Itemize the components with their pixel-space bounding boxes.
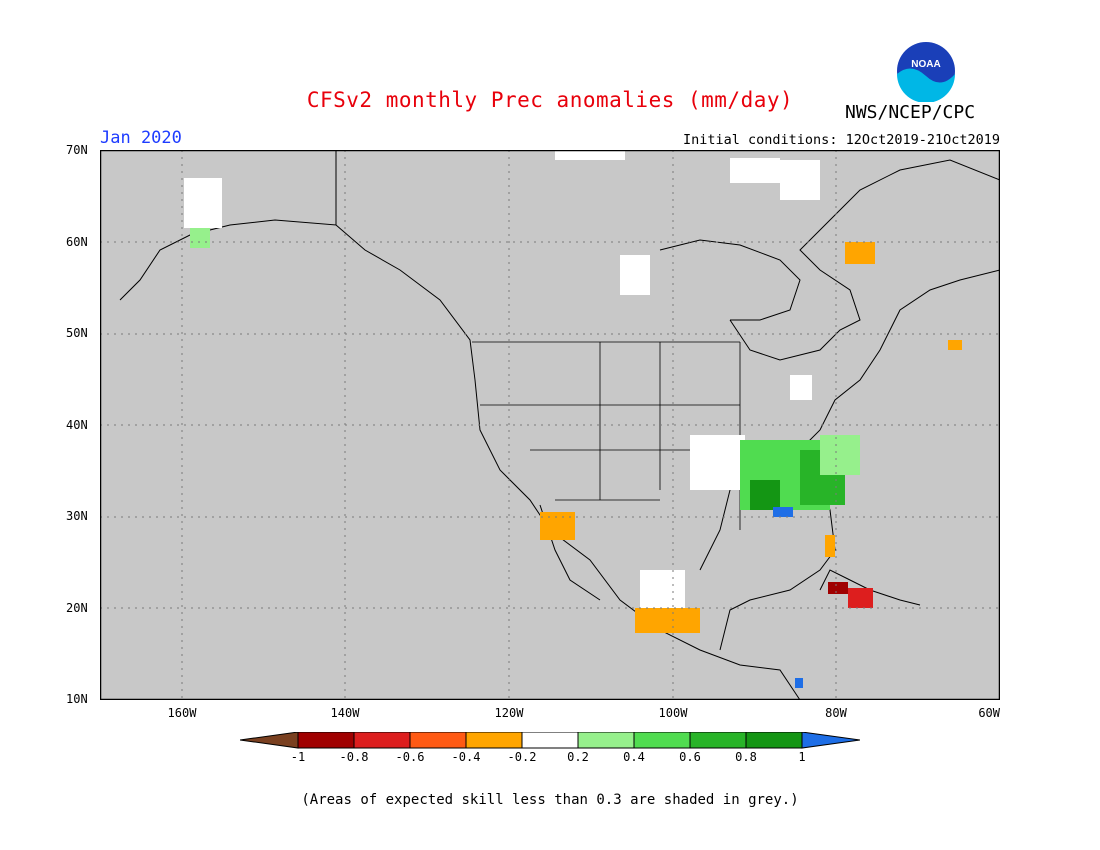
initial-conditions: Initial conditions: 12Oct2019-21Oct2019 xyxy=(683,132,1000,148)
lon-label: 160W xyxy=(167,706,197,720)
lat-label: 50N xyxy=(66,326,88,340)
legend-arrow-high xyxy=(801,732,860,749)
legend-tick: 0.8 xyxy=(735,750,757,764)
lon-label: 120W xyxy=(494,706,524,720)
color-legend xyxy=(240,732,860,749)
lon-label: 140W xyxy=(330,706,360,720)
forecast-month: Jan 2020 xyxy=(100,128,182,148)
lat-label: 10N xyxy=(66,692,88,706)
lon-label: 100W xyxy=(658,706,688,720)
legend-tick: -0.2 xyxy=(507,750,537,764)
skill-footnote: (Areas of expected skill less than 0.3 a… xyxy=(301,792,799,808)
map-frame xyxy=(99,149,1001,701)
anomaly-patches xyxy=(184,150,962,688)
legend-arrow-low xyxy=(240,732,299,749)
legend-tick: -1 xyxy=(290,750,306,764)
agency-label: NWS/NCEP/CPC xyxy=(845,102,976,123)
lat-label: 70N xyxy=(66,143,88,157)
lon-label: 60W xyxy=(978,706,1000,720)
legend-tick: 0.2 xyxy=(567,750,589,764)
chart-title: CFSv2 monthly Prec anomalies (mm/day) xyxy=(306,88,794,112)
lat-label: 20N xyxy=(66,601,88,615)
lat-label: 30N xyxy=(66,509,88,523)
legend-tick: 1 xyxy=(798,750,806,764)
lon-label: 80W xyxy=(825,706,847,720)
noaa-logo-text: NOAA xyxy=(911,59,940,70)
graticule xyxy=(100,150,1000,700)
legend-tick: 0.6 xyxy=(679,750,701,764)
map-svg xyxy=(99,149,1001,701)
legend-tick: -0.4 xyxy=(451,750,481,764)
legend-tick: 0.4 xyxy=(623,750,645,764)
lat-label: 40N xyxy=(66,418,88,432)
legend-ticks: -1 -0.8 -0.6 -0.4 -0.2 0.2 0.4 0.6 0.8 1 xyxy=(240,750,860,766)
legend-tick: -0.6 xyxy=(395,750,425,764)
noaa-logo: NOAA xyxy=(896,41,956,102)
lat-label: 60N xyxy=(66,235,88,249)
legend-tick: -0.8 xyxy=(339,750,369,764)
anomaly-map xyxy=(99,149,1001,701)
